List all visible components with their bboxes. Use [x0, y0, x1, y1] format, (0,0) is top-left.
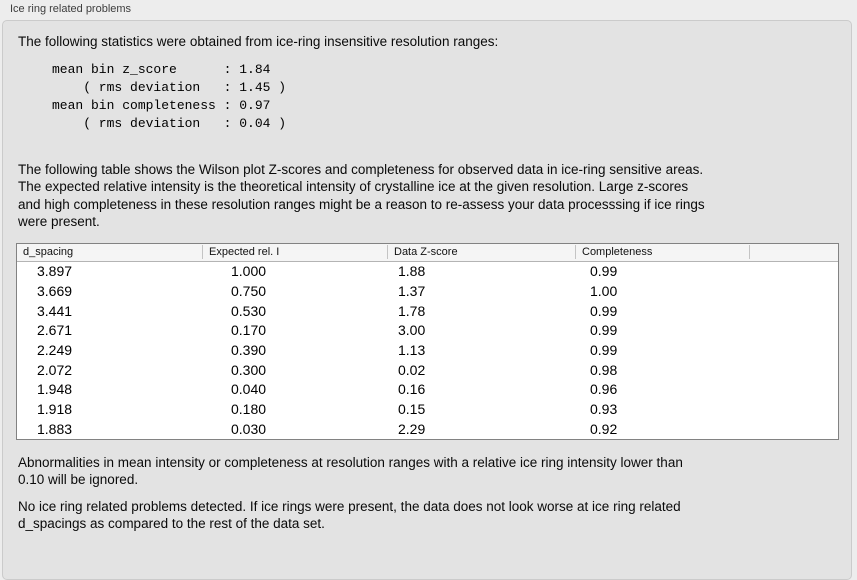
column-header-expected-rel-i[interactable]: Expected rel. I	[203, 245, 388, 259]
table-header-row: d_spacing Expected rel. I Data Z-score Comp…	[17, 243, 838, 262]
table-cell: 0.030	[231, 420, 267, 437]
table-cell: 3.897	[37, 263, 73, 280]
table-cell: 0.750	[231, 283, 267, 300]
table-row[interactable]: 3.669 0.750 1.37 1.00	[17, 281, 838, 301]
table-cell: 0.02	[398, 361, 426, 378]
table-cell: 1.88	[398, 263, 426, 280]
table-cell: 0.99	[590, 342, 618, 359]
table-row[interactable]: 3.441 0.530 1.78 0.99	[17, 301, 838, 321]
table-cell: 3.441	[37, 302, 73, 319]
table-cell: 1.78	[398, 302, 426, 319]
table-cell: 0.180	[231, 401, 267, 418]
ice-ring-table[interactable]: d_spacing Expected rel. I Data Z-score Comp…	[16, 242, 839, 440]
table-cell: 0.92	[590, 420, 618, 437]
table-cell: 0.96	[590, 381, 618, 398]
table-cell: 0.16	[398, 381, 426, 398]
table-cell: 0.93	[590, 401, 618, 418]
table-cell: 0.170	[231, 322, 267, 339]
intro-text: The following statistics were obtained f…	[18, 34, 499, 49]
table-cell: 3.00	[398, 322, 426, 339]
table-row[interactable]: 1.883 0.030 2.29 0.92	[17, 419, 838, 439]
table-cell: 0.300	[231, 361, 267, 378]
table-cell: 1.00	[590, 283, 618, 300]
table-cell: 0.040	[231, 381, 267, 398]
table-row[interactable]: 2.072 0.300 0.02 0.98	[17, 360, 838, 380]
column-header-empty[interactable]	[750, 245, 838, 259]
table-cell: 1.37	[398, 283, 426, 300]
ice-ring-groupbox: The following statistics were obtained f…	[2, 20, 852, 580]
table-body: 3.897 1.000 1.88 0.99 3.669 0.750 1.37 1.00 3.44…	[17, 262, 838, 439]
table-description-text: The following table shows the Wilson plo…	[18, 161, 705, 230]
panel-title: Ice ring related problems	[10, 3, 132, 15]
ignore-note-text: Abnormalities in mean intensity or compl…	[18, 454, 683, 488]
table-cell: 1.000	[231, 263, 267, 280]
table-row[interactable]: 2.671 0.170 3.00 0.99	[17, 321, 838, 341]
table-cell: 0.99	[590, 322, 618, 339]
table-cell: 0.15	[398, 401, 426, 418]
table-cell: 1.918	[37, 401, 73, 418]
statistics-block: mean bin z_score : 1.84 ( rms deviation …	[52, 61, 287, 131]
conclusion-text: No ice ring related problems detected. I…	[18, 498, 681, 532]
table-cell: 0.530	[231, 302, 267, 319]
ice-ring-report-page: { "panel": { "title": "Ice ring related …	[2, 3, 852, 580]
table-cell: 2.249	[37, 342, 73, 359]
table-cell: 1.883	[37, 420, 73, 437]
table-cell: 2.072	[37, 361, 73, 378]
table-cell: 0.98	[590, 361, 618, 378]
table-cell: 0.99	[590, 302, 618, 319]
table-cell: 0.390	[231, 342, 267, 359]
table-cell: 2.29	[398, 420, 426, 437]
table-row[interactable]: 3.897 1.000 1.88 0.99	[17, 262, 838, 282]
column-header-d-spacing[interactable]: d_spacing	[17, 245, 203, 259]
table-cell: 1.13	[398, 342, 426, 359]
table-cell: 3.669	[37, 283, 73, 300]
table-cell: 1.948	[37, 381, 73, 398]
table-row[interactable]: 1.918 0.180 0.15 0.93	[17, 399, 838, 419]
column-header-completeness[interactable]: Completeness	[576, 245, 750, 259]
table-row[interactable]: 2.249 0.390 1.13 0.99	[17, 340, 838, 360]
table-cell: 0.99	[590, 263, 618, 280]
column-header-data-z-score[interactable]: Data Z-score	[388, 245, 576, 259]
table-cell: 2.671	[37, 322, 73, 339]
table-row[interactable]: 1.948 0.040 0.16 0.96	[17, 380, 838, 400]
